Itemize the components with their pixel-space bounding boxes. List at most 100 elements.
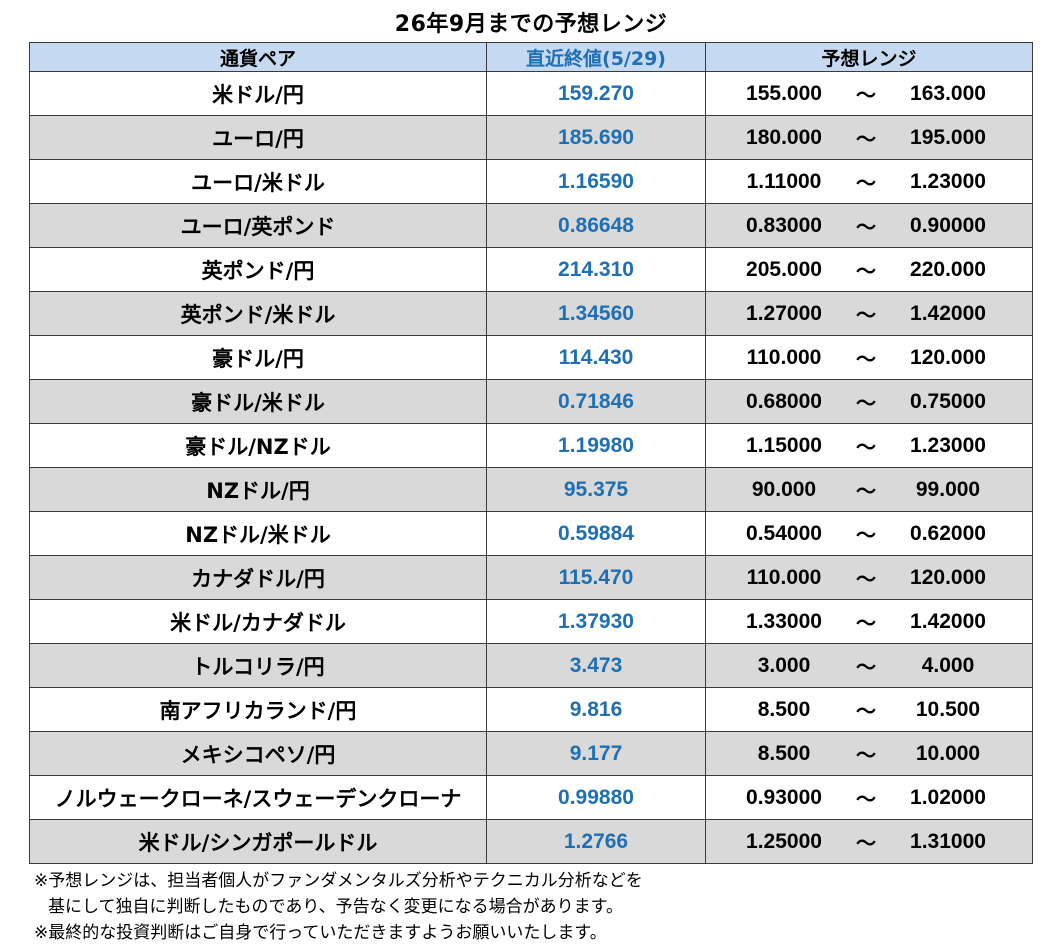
range-high: 1.42000 <box>910 301 986 325</box>
range-low: 1.15000 <box>746 433 822 457</box>
table-row: 米ドル/円 159.270 155.000 ～ 163.000 <box>29 71 1033 116</box>
last-close-cell: 3.473 <box>486 643 706 688</box>
range-low: 155.000 <box>746 81 822 105</box>
currency-pair-cell: カナダドル/円 <box>29 555 487 600</box>
note-line: ※予想レンジは、担当者個人がファンダメンタルズ分析やテクニカル分析などを <box>34 871 643 891</box>
range-separator: ～ <box>856 523 876 547</box>
range-separator: ～ <box>856 259 876 283</box>
range-separator: ～ <box>856 831 876 855</box>
range-separator: ～ <box>856 479 876 503</box>
currency-pair-cell: 米ドル/円 <box>29 71 487 116</box>
range-high: 10.000 <box>915 741 981 765</box>
forecast-range-cell: 8.500 ～ 10.500 <box>705 687 1033 732</box>
range-separator: ～ <box>856 391 876 415</box>
range-low: 1.11000 <box>746 169 822 193</box>
table-row: 豪ドル/NZドル 1.19980 1.15000 ～ 1.23000 <box>29 423 1033 468</box>
last-close-cell: 114.430 <box>486 335 706 380</box>
last-close-cell: 1.19980 <box>486 423 706 468</box>
forecast-range-table: 通貨ペア 直近終値(5/29) 予想レンジ 米ドル/円 159.270 155.00… <box>29 42 1033 864</box>
table-row: NZドル/円 95.375 90.000 ～ 99.000 <box>29 467 1033 512</box>
last-close-cell: 185.690 <box>486 115 706 160</box>
range-high: 1.31000 <box>910 829 986 853</box>
forecast-range-cell: 110.000 ～ 120.000 <box>705 555 1033 600</box>
range-high: 0.90000 <box>910 213 986 237</box>
table-row: ユーロ/米ドル 1.16590 1.11000 ～ 1.23000 <box>29 159 1033 204</box>
last-close-cell: 0.71846 <box>486 379 706 424</box>
table-row: カナダドル/円 115.470 110.000 ～ 120.000 <box>29 555 1033 600</box>
disclaimer-notes: ※予想レンジは、担当者個人がファンダメンタルズ分析やテクニカル分析などを 基にし… <box>34 868 643 946</box>
range-separator: ～ <box>856 655 876 679</box>
range-low: 0.93000 <box>746 785 822 809</box>
range-low: 110.000 <box>746 565 822 589</box>
range-low: 1.25000 <box>746 829 822 853</box>
forecast-range-cell: 1.33000 ～ 1.42000 <box>705 599 1033 644</box>
forecast-range-cell: 0.83000 ～ 0.90000 <box>705 203 1033 248</box>
currency-pair-cell: 米ドル/カナダドル <box>29 599 487 644</box>
header-forecast-range: 予想レンジ <box>705 42 1033 72</box>
forecast-range-cell: 90.000 ～ 99.000 <box>705 467 1033 512</box>
range-low: 205.000 <box>746 257 822 281</box>
forecast-range-cell: 1.15000 ～ 1.23000 <box>705 423 1033 468</box>
page-title: 26年9月までの予想レンジ <box>394 12 668 37</box>
note-line: ※最終的な投資判断はご自身で行っていただきますようお願いいたします。 <box>34 923 607 943</box>
range-high: 99.000 <box>915 477 981 501</box>
range-separator: ～ <box>856 171 876 195</box>
last-close-cell: 1.16590 <box>486 159 706 204</box>
forecast-range-cell: 155.000 ～ 163.000 <box>705 71 1033 116</box>
currency-pair-cell: NZドル/円 <box>29 467 487 512</box>
range-low: 3.000 <box>757 653 811 677</box>
table-row: 米ドル/シンガポールドル 1.2766 1.25000 ～ 1.31000 <box>29 819 1033 864</box>
range-separator: ～ <box>856 743 876 767</box>
range-high: 120.000 <box>910 345 986 369</box>
table-row: 英ポンド/米ドル 1.34560 1.27000 ～ 1.42000 <box>29 291 1033 336</box>
range-low: 1.33000 <box>746 609 822 633</box>
range-low: 8.500 <box>757 741 811 765</box>
note-line: 基にして独自に判断したものであり、予告なく変更になる場合があります。 <box>48 897 623 917</box>
table-row: 米ドル/カナダドル 1.37930 1.33000 ～ 1.42000 <box>29 599 1033 644</box>
last-close-cell: 1.37930 <box>486 599 706 644</box>
table-row: メキシコペソ/円 9.177 8.500 ～ 10.000 <box>29 731 1033 776</box>
range-high: 120.000 <box>910 565 986 589</box>
range-low: 8.500 <box>757 697 811 721</box>
table-row: NZドル/米ドル 0.59884 0.54000 ～ 0.62000 <box>29 511 1033 556</box>
range-separator: ～ <box>856 567 876 591</box>
range-low: 180.000 <box>746 125 822 149</box>
range-separator: ～ <box>856 127 876 151</box>
range-separator: ～ <box>856 699 876 723</box>
currency-pair-cell: メキシコペソ/円 <box>29 731 487 776</box>
range-high: 1.23000 <box>910 433 986 457</box>
header-currency-pair: 通貨ペア <box>29 42 487 72</box>
last-close-cell: 159.270 <box>486 71 706 116</box>
currency-pair-cell: NZドル/米ドル <box>29 511 487 556</box>
range-separator: ～ <box>856 347 876 371</box>
last-close-cell: 95.375 <box>486 467 706 512</box>
range-high: 195.000 <box>910 125 986 149</box>
table-row: ノルウェークローネ/スウェーデンクローナ 0.99880 0.93000 ～ 1.020… <box>29 775 1033 820</box>
range-low: 0.54000 <box>746 521 822 545</box>
last-close-cell: 1.2766 <box>486 819 706 864</box>
range-high: 163.000 <box>910 81 986 105</box>
range-low: 0.68000 <box>746 389 822 413</box>
table-row: トルコリラ/円 3.473 3.000 ～ 4.000 <box>29 643 1033 688</box>
last-close-cell: 0.99880 <box>486 775 706 820</box>
range-separator: ～ <box>856 611 876 635</box>
currency-pair-cell: ノルウェークローネ/スウェーデンクローナ <box>29 775 487 820</box>
range-separator: ～ <box>856 83 876 107</box>
header-last-close: 直近終値(5/29) <box>486 42 706 72</box>
range-high: 0.75000 <box>910 389 986 413</box>
range-high: 1.42000 <box>910 609 986 633</box>
last-close-cell: 9.177 <box>486 731 706 776</box>
last-close-cell: 9.816 <box>486 687 706 732</box>
currency-pair-cell: 南アフリカランド/円 <box>29 687 487 732</box>
last-close-cell: 214.310 <box>486 247 706 292</box>
currency-pair-cell: トルコリラ/円 <box>29 643 487 688</box>
forecast-range-cell: 3.000 ～ 4.000 <box>705 643 1033 688</box>
table-header-row: 通貨ペア 直近終値(5/29) 予想レンジ <box>29 42 1033 72</box>
currency-pair-cell: 豪ドル/NZドル <box>29 423 487 468</box>
forecast-range-cell: 110.000 ～ 120.000 <box>705 335 1033 380</box>
forecast-range-cell: 1.11000 ～ 1.23000 <box>705 159 1033 204</box>
range-high: 4.000 <box>921 653 975 677</box>
last-close-cell: 115.470 <box>486 555 706 600</box>
table-row: ユーロ/英ポンド 0.86648 0.83000 ～ 0.90000 <box>29 203 1033 248</box>
range-low: 1.27000 <box>746 301 822 325</box>
